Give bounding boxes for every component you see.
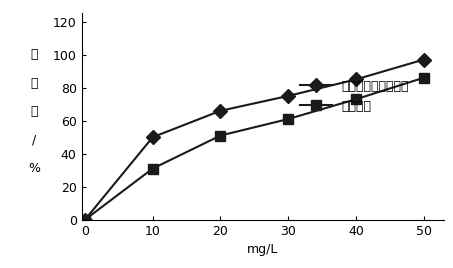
Line: 乙醜提取: 乙醜提取 [80, 73, 429, 225]
Text: %: % [29, 162, 40, 175]
乙醜提取 [353, 98, 359, 101]
超声波辅助乙醜提取 [218, 109, 223, 112]
超声波辅助乙醜提取 [285, 94, 291, 98]
Text: 率: 率 [31, 105, 38, 118]
X-axis label: mg/L: mg/L [247, 243, 279, 256]
Line: 超声波辅助乙醜提取: 超声波辅助乙醜提取 [80, 55, 429, 225]
乙醜提取 [285, 117, 291, 121]
乙醜提取 [218, 134, 223, 137]
乙醜提取 [150, 167, 155, 170]
超声波辅助乙醜提取 [150, 136, 155, 139]
超声波辅助乙醜提取 [353, 78, 359, 81]
超声波辅助乙醜提取 [421, 58, 426, 61]
Text: /: / [32, 133, 37, 146]
乙醜提取 [421, 76, 426, 79]
乙醜提取 [82, 218, 87, 221]
Text: 除: 除 [31, 77, 38, 90]
超声波辅助乙醜提取 [82, 218, 87, 221]
Legend: 超声波辅助乙醜提取, 乙醜提取: 超声波辅助乙醜提取, 乙醜提取 [298, 77, 412, 116]
Text: 清: 清 [31, 48, 38, 61]
